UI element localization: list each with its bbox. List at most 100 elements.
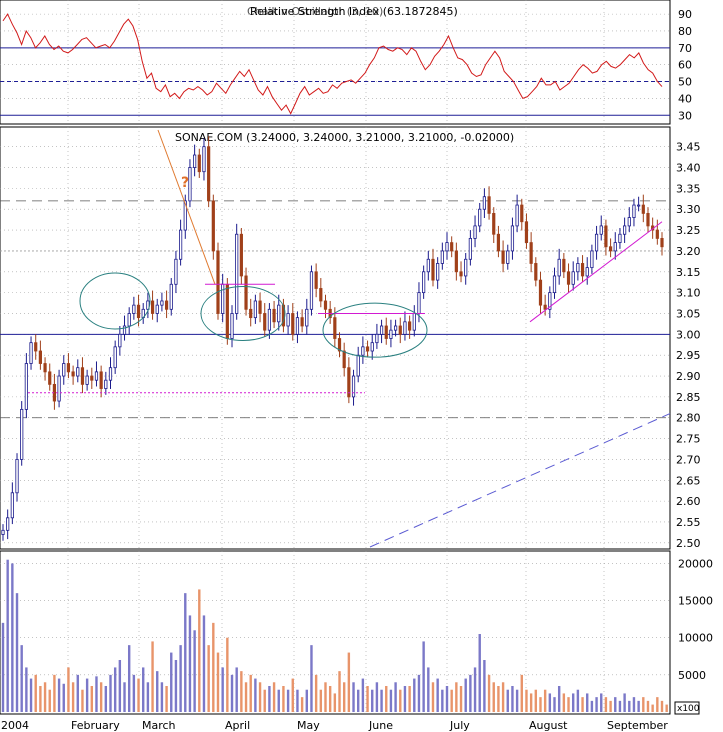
candle-body <box>599 225 603 235</box>
volume-bar <box>614 697 617 712</box>
pattern-ellipse-april <box>200 285 286 341</box>
volume-bar <box>333 693 337 712</box>
candle-body <box>431 258 435 281</box>
candle-body <box>618 233 622 243</box>
volume-bar <box>497 686 500 712</box>
candle-body <box>403 321 407 335</box>
candle-body <box>576 263 580 273</box>
volume-gridlines <box>0 563 670 676</box>
volume-bar <box>632 697 636 712</box>
x-axis-labels: 2004 February March April May June July August S… <box>1 719 668 732</box>
volume-bar <box>20 645 23 712</box>
candle-body <box>641 204 645 214</box>
volume-bar <box>557 686 561 712</box>
volume-bar <box>628 700 631 712</box>
candle-body <box>487 196 491 214</box>
candle-body <box>426 258 430 273</box>
candle-body <box>417 292 421 314</box>
volume-bar <box>371 689 374 712</box>
volume-bar <box>576 689 580 712</box>
candle-body <box>150 300 155 314</box>
volume-bar <box>118 660 122 712</box>
volume-bar <box>515 689 519 712</box>
volume-bar <box>586 693 589 712</box>
price-tick-label: 2.75 <box>676 433 701 446</box>
price-tick-label: 3.45 <box>676 141 701 154</box>
volume-bar <box>324 682 327 712</box>
volume-bar <box>95 676 98 712</box>
candle-body <box>440 250 444 264</box>
candle-body <box>538 279 543 306</box>
volume-bar <box>403 686 407 712</box>
price-tick-labels: 3.45 3.40 3.35 3.30 3.25 3.20 3.15 3.10 3.05 3.00… <box>676 141 701 550</box>
volume-bar <box>29 678 33 712</box>
price-tick-label: 3.15 <box>676 266 701 279</box>
candle-body <box>291 313 295 335</box>
candle-body <box>356 354 360 377</box>
volume-bar <box>258 682 262 712</box>
candle-body <box>361 346 365 356</box>
candle-body <box>216 250 220 314</box>
price-tick-label: 3.00 <box>676 328 701 341</box>
candle-body <box>29 342 33 364</box>
candle-body <box>557 258 561 277</box>
candle-body <box>239 233 243 277</box>
candle-body <box>272 308 276 323</box>
price-tick-label: 2.85 <box>676 391 701 404</box>
volume-bar <box>469 674 472 712</box>
volume-bar <box>198 589 201 712</box>
volume-unit-box <box>674 701 700 715</box>
volume-bar <box>501 682 505 712</box>
volume-bar <box>637 700 640 712</box>
volume-bar <box>6 559 9 712</box>
volume-bar <box>590 700 594 712</box>
volume-bars <box>1 559 668 712</box>
volume-bar <box>109 674 112 712</box>
volume-bar <box>455 682 458 712</box>
chart-drawings <box>28 129 671 548</box>
volume-tick-label: 20000 <box>678 557 713 570</box>
volume-bar <box>221 667 224 712</box>
volume-bar <box>216 652 220 712</box>
downtrend-line <box>157 129 216 285</box>
volume-bar <box>48 689 51 712</box>
candle-body <box>174 258 178 285</box>
volume-bar <box>375 682 379 712</box>
candle-body <box>207 146 211 202</box>
price-tick-label: 2.90 <box>676 370 701 383</box>
volume-bar <box>459 686 463 712</box>
candle-body <box>436 263 440 281</box>
volume-bar <box>244 682 248 712</box>
price-title: SONAE.COM (3.24000, 3.24000, 3.21000, 3.… <box>175 131 514 144</box>
volume-bar <box>57 678 61 712</box>
candle-body <box>221 283 225 314</box>
price-tick-label: 2.70 <box>676 453 701 466</box>
candle-body <box>459 271 463 277</box>
volume-bar <box>352 682 355 712</box>
candle-body <box>183 200 187 231</box>
volume-bar <box>604 697 608 712</box>
candle-body <box>337 338 342 352</box>
volume-bar <box>282 686 285 712</box>
volume-bar <box>286 689 290 712</box>
volume-bar <box>413 678 416 712</box>
candle-body <box>202 146 206 173</box>
rsi-tick-label: 30 <box>678 109 692 122</box>
volume-bar <box>165 686 168 712</box>
volume-bar <box>525 689 528 712</box>
volume-bar <box>646 700 650 712</box>
volume-bar <box>450 689 453 712</box>
candle-body <box>305 308 309 327</box>
volume-bar <box>520 674 523 712</box>
candle-body <box>146 300 150 310</box>
rsi-tick-labels: 90 80 70 60 50 40 30 <box>678 8 692 122</box>
candle-body <box>90 375 94 381</box>
volume-tick-label: 15000 <box>678 595 713 608</box>
volume-bar <box>230 674 234 712</box>
volume-bar <box>314 674 318 712</box>
volume-bar <box>34 674 37 712</box>
candle-body <box>197 154 201 173</box>
candle-body <box>113 346 117 369</box>
volume-bar <box>478 634 481 712</box>
candle-body <box>613 242 617 252</box>
